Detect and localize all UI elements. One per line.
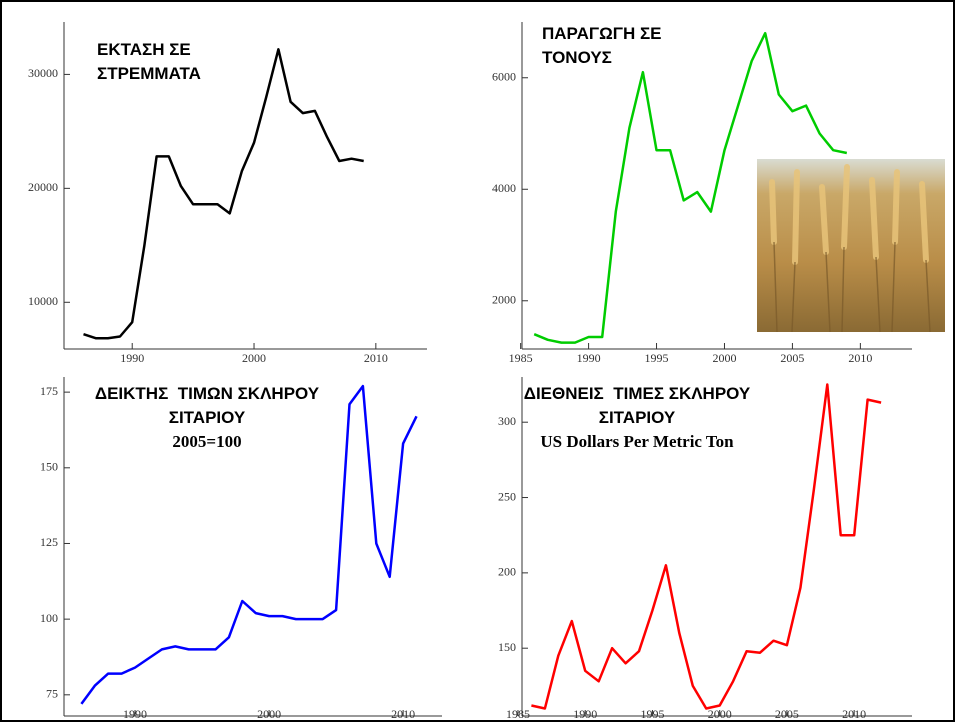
y-tick-label: 200	[498, 565, 516, 579]
x-tick-label: 1990	[120, 351, 144, 365]
y-tick-label: 100	[40, 611, 58, 625]
x-tick-label: 1995	[645, 351, 669, 365]
x-tick-label: 2000	[708, 707, 732, 720]
y-tick-label: 30000	[28, 66, 58, 80]
x-tick-label: 1985	[506, 707, 530, 720]
page: 10000 20000 30000 1990 2000 2010 2000 4000 6000 1…	[0, 0, 955, 722]
x-tick-label: 1990	[123, 707, 147, 720]
chart-title: ΔΙΕΘΝΕΙΣ ΤΙΜΕΣ ΣΚΛΗΡΟΥ ΣΙΤΑΡΙΟΥ	[502, 382, 772, 430]
chart-title: ΠΑΡΑΓΩΓΗ ΣΕ ΤΟΝΟΥΣ	[542, 22, 732, 70]
wheat-photo	[757, 159, 945, 332]
y-tick-label: 4000	[492, 181, 516, 195]
x-tick-label: 2010	[848, 351, 872, 365]
y-tick-label: 250	[498, 489, 516, 503]
chart-title: ΔΕΙΚΤΗΣ ΤΙΜΩΝ ΣΚΛΗΡΟΥ ΣΙΤΑΡΙΟΥ	[72, 382, 342, 430]
y-tick-label: 175	[40, 384, 58, 398]
chart-title: ΕΚΤΑΣΗ ΣΕ ΣΤΡΕΜΜΑΤΑ	[97, 38, 267, 86]
y-tick-label: 75	[46, 687, 58, 701]
x-tick-label: 2000	[712, 351, 736, 365]
chart-subtitle: 2005=100	[107, 430, 307, 454]
y-tick-label: 6000	[492, 70, 516, 84]
data-line	[84, 49, 364, 338]
chart-subtitle: US Dollars Per Metric Ton	[537, 430, 737, 454]
x-tick-label: 1995	[640, 707, 664, 720]
x-tick-label: 2010	[364, 351, 388, 365]
x-tick-label: 1990	[573, 707, 597, 720]
y-tick-label: 125	[40, 535, 58, 549]
charts: 10000 20000 30000 1990 2000 2010 2000 4000 6000 1…	[2, 2, 953, 720]
y-tick-label: 150	[40, 460, 58, 474]
x-tick-label: 2005	[775, 707, 799, 720]
x-tick-label: 2010	[842, 707, 866, 720]
x-tick-label: 2000	[257, 707, 281, 720]
x-tick-label: 1990	[577, 351, 601, 365]
y-tick-label: 20000	[28, 180, 58, 194]
y-tick-label: 2000	[492, 293, 516, 307]
x-tick-label: 2010	[391, 707, 415, 720]
x-tick-label: 1985	[509, 351, 533, 365]
y-tick-label: 150	[498, 640, 516, 654]
y-tick-label: 10000	[28, 294, 58, 308]
x-tick-label: 2000	[242, 351, 266, 365]
x-tick-label: 2005	[780, 351, 804, 365]
